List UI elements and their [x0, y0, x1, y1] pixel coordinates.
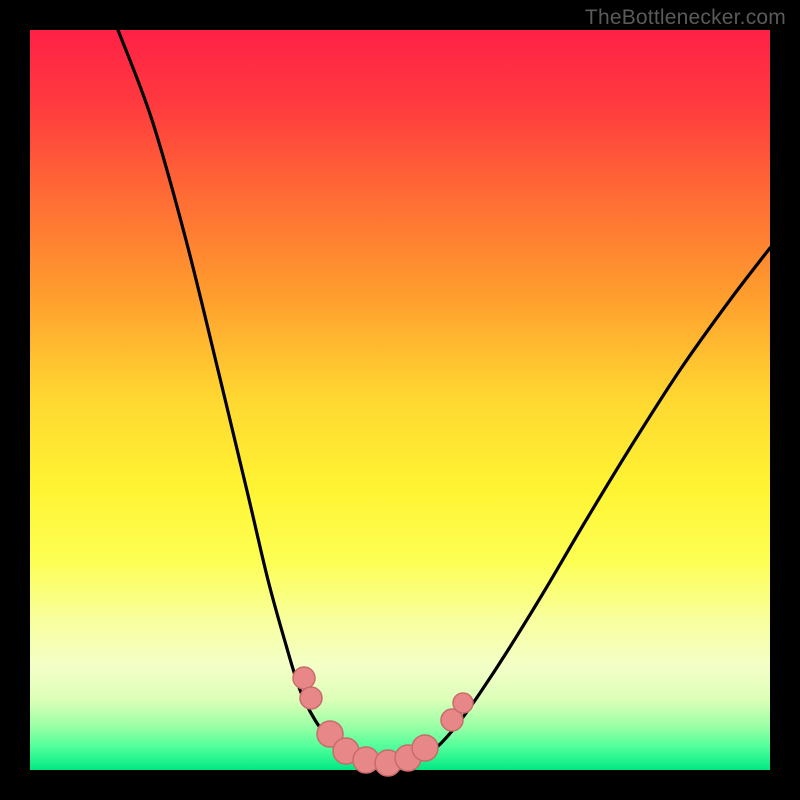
marker-point	[293, 667, 315, 689]
watermark-text: TheBottlenecker.com	[585, 6, 786, 30]
chart-stage: TheBottlenecker.com	[0, 0, 800, 800]
marker-point	[453, 693, 473, 713]
marker-point	[300, 687, 322, 709]
marker-point	[412, 735, 438, 761]
chart-svg	[0, 0, 800, 800]
